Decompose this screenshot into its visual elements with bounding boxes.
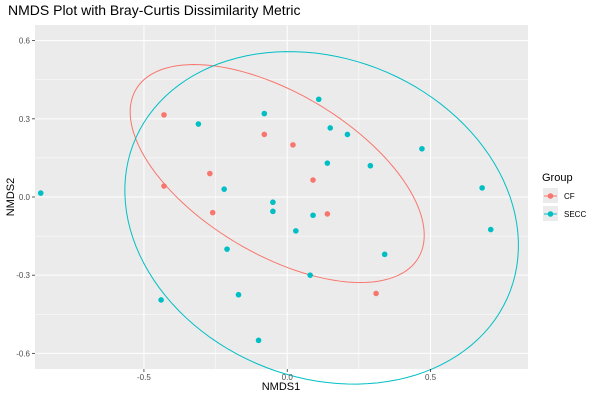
point-secc <box>293 228 299 234</box>
point-cf <box>161 183 167 189</box>
legend-title: Group <box>542 172 573 184</box>
x-axis-title: NMDS1 <box>262 381 301 393</box>
point-cf <box>207 170 213 177</box>
y-tick-label: 0.0 <box>19 193 31 202</box>
point-secc <box>307 272 313 278</box>
point-cf <box>161 112 167 118</box>
point-secc <box>270 208 276 215</box>
point-cf <box>209 209 216 216</box>
data-points <box>37 96 494 344</box>
point-secc <box>315 96 322 103</box>
x-tick-label: 0.0 <box>282 373 294 382</box>
point-secc <box>324 160 331 166</box>
y-axis-ticks: -0.6 -0.3 0.0 0.3 0.6 <box>16 37 35 358</box>
point-secc <box>224 246 230 252</box>
point-secc <box>487 226 494 233</box>
point-secc <box>195 121 202 127</box>
y-tick-label: 0.6 <box>19 37 31 46</box>
point-secc <box>255 337 262 344</box>
point-cf <box>290 142 296 148</box>
legend-key-point <box>547 193 554 199</box>
point-secc <box>367 162 374 169</box>
x-tick-label: -0.5 <box>137 373 151 382</box>
point-secc <box>479 185 485 191</box>
confidence-ellipses <box>124 51 519 385</box>
x-axis-ticks: -0.5 0.0 0.5 <box>137 369 437 382</box>
legend: Group CF SECC <box>542 172 586 221</box>
point-cf <box>373 290 379 297</box>
point-secc <box>235 291 242 298</box>
chart-title: NMDS Plot with Bray-Curtis Dissimilarity… <box>8 2 300 18</box>
point-cf <box>324 211 331 217</box>
point-secc <box>310 212 316 219</box>
point-secc <box>37 190 44 196</box>
legend-label-secc: SECC <box>564 210 586 219</box>
y-tick-label: -0.3 <box>16 271 30 280</box>
ellipse-secc <box>124 51 519 385</box>
ellipse-cf <box>129 64 425 284</box>
point-secc <box>327 125 334 131</box>
x-tick-label: 0.5 <box>425 373 437 382</box>
point-secc <box>221 186 227 192</box>
y-axis-title: NMDS2 <box>5 178 17 217</box>
point-cf <box>310 177 316 183</box>
legend-key-point <box>547 211 554 217</box>
y-tick-label: -0.6 <box>16 349 30 358</box>
point-cf <box>261 131 268 138</box>
point-secc <box>381 251 388 258</box>
point-secc <box>270 199 276 206</box>
legend-label-cf: CF <box>564 192 575 201</box>
point-secc <box>419 145 425 152</box>
y-tick-label: 0.3 <box>19 115 31 124</box>
grid-lines <box>35 25 528 369</box>
point-secc <box>261 110 268 117</box>
point-secc <box>158 297 164 303</box>
point-secc <box>344 131 351 138</box>
